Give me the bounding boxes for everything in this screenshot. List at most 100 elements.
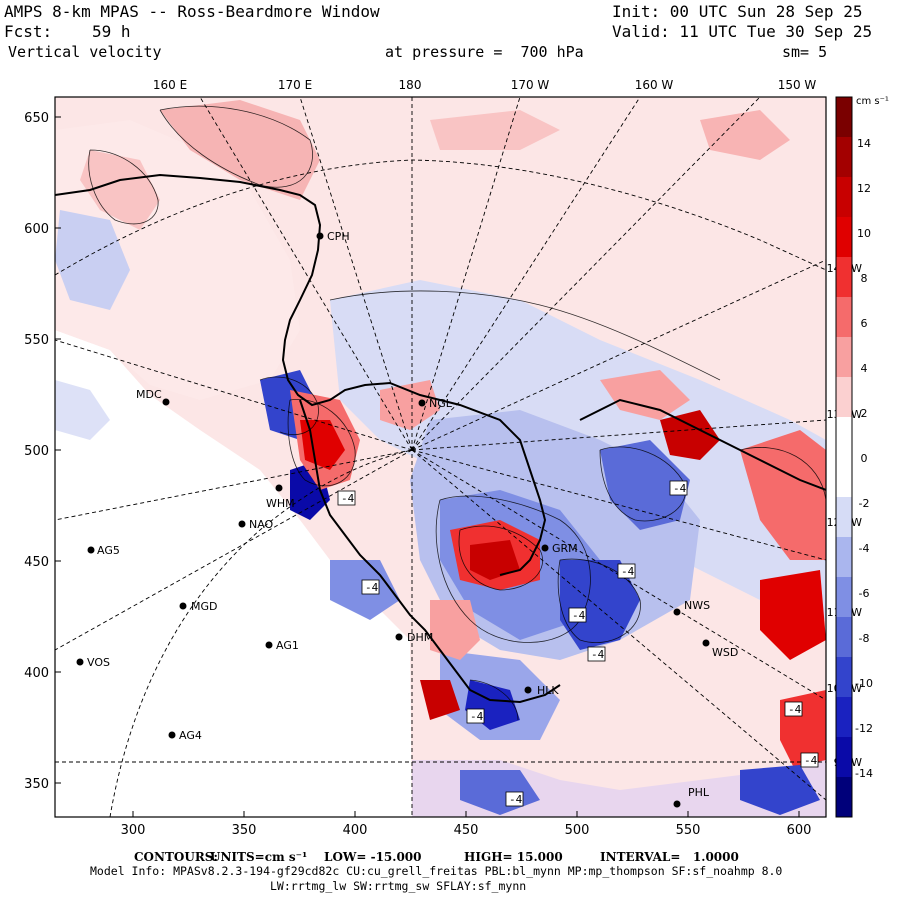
- svg-text:MGD: MGD: [191, 600, 218, 613]
- station-wsd: WSD: [702, 639, 738, 659]
- station-mgd: MGD: [179, 600, 218, 613]
- station-vos: VOS: [76, 656, 110, 669]
- station-cph: CPH: [316, 230, 350, 243]
- colorbar-segment: [836, 177, 852, 218]
- init-time: Init: 00 UTC Sun 28 Sep 25: [612, 2, 863, 21]
- svg-text:GRM: GRM: [552, 542, 578, 555]
- y-label-400: 400: [24, 666, 49, 681]
- colorbar-label: -14: [855, 767, 873, 780]
- forecast-hour: 59 h: [92, 22, 131, 41]
- forecast-label: Fcst:: [4, 22, 53, 41]
- min-label: -4: [587, 646, 606, 662]
- svg-text:-4: -4: [572, 609, 586, 622]
- svg-text:-4: -4: [365, 581, 379, 594]
- svg-text:NGL: NGL: [429, 397, 453, 410]
- colorbar-segment: [836, 777, 852, 818]
- colorbar-segment: [836, 497, 852, 538]
- footer-interval: INTERVAL= 1.0000: [600, 850, 739, 864]
- min-label: -4: [617, 563, 636, 579]
- x-label-550: 550: [676, 823, 701, 838]
- min-label: -4: [784, 701, 803, 717]
- colorbar-segment: [836, 737, 852, 778]
- svg-text:AG5: AG5: [97, 544, 120, 557]
- svg-text:-4: -4: [341, 492, 355, 505]
- colorbar-segment: [836, 697, 852, 738]
- smoothing: sm= 5: [782, 43, 828, 61]
- svg-text:-4: -4: [591, 648, 605, 661]
- svg-text:DHM: DHM: [407, 631, 433, 644]
- colorbar: [836, 97, 852, 818]
- colorbar-units: cm s⁻¹: [856, 96, 889, 107]
- colorbar-label: -4: [859, 542, 870, 555]
- colorbar-segment: [836, 537, 852, 578]
- svg-text:-4: -4: [788, 703, 802, 716]
- colorbar-segment: [836, 617, 852, 658]
- station-phl: PHL: [673, 786, 710, 808]
- colorbar-segment: [836, 417, 852, 458]
- x-label-500: 500: [565, 823, 590, 838]
- colorbar-segment: [836, 97, 852, 138]
- min-label: -4: [669, 480, 688, 496]
- lon-label-170e: 170 E: [278, 78, 312, 92]
- footer-low: LOW= -15.000: [324, 850, 422, 864]
- footer-high: HIGH= 15.000: [464, 850, 563, 864]
- station-ag1: AG1: [265, 639, 299, 652]
- station-nws: NWS: [673, 599, 710, 616]
- lon-label-160e: 160 E: [153, 78, 187, 92]
- colorbar-label: -2: [859, 497, 870, 510]
- svg-text:-4: -4: [621, 565, 635, 578]
- footer-model-info: Model Info: MPASv8.2.3-194-gf29cd82c CU:…: [90, 864, 783, 878]
- colorbar-segment: [836, 457, 852, 498]
- colorbar-label: -6: [859, 587, 870, 600]
- min-label: -4: [800, 752, 819, 768]
- station-nao: NAO: [238, 518, 274, 531]
- svg-text:-4: -4: [470, 710, 484, 723]
- y-label-350: 350: [24, 777, 49, 792]
- station-grm: GRM: [541, 542, 578, 555]
- svg-text:NWS: NWS: [684, 599, 710, 612]
- x-label-600: 600: [787, 823, 812, 838]
- min-label: -4: [361, 579, 380, 595]
- min-label: -4: [568, 607, 587, 623]
- footer-contours-label: CONTOURS:: [134, 850, 218, 864]
- lon-label-160w: 160 W: [635, 78, 674, 92]
- colorbar-segment: [836, 657, 852, 698]
- svg-text:WHM: WHM: [266, 497, 295, 510]
- station-mdc: MDC: [136, 388, 170, 406]
- colorbar-frame: [835, 96, 853, 818]
- min-label: -4: [505, 791, 524, 807]
- svg-text:AG1: AG1: [276, 639, 299, 652]
- svg-text:-4: -4: [804, 754, 818, 767]
- colorbar-label: 4: [861, 362, 868, 375]
- colorbar-label: 8: [861, 272, 868, 285]
- x-label-350: 350: [232, 823, 257, 838]
- svg-text:-4: -4: [509, 793, 523, 806]
- colorbar-label: -12: [855, 722, 873, 735]
- plot-area: [55, 97, 826, 817]
- station-ag5: AG5: [87, 544, 120, 557]
- colorbar-segment: [836, 217, 852, 258]
- colorbar-label: 14: [857, 137, 871, 150]
- svg-text:AG4: AG4: [179, 729, 202, 742]
- lon-label-180: 180: [399, 78, 422, 92]
- colorbar-label: 0: [861, 452, 868, 465]
- x-label-300: 300: [121, 823, 146, 838]
- x-label-450: 450: [454, 823, 479, 838]
- colorbar-segment: [836, 257, 852, 298]
- lon-label-170w: 170 W: [511, 78, 550, 92]
- station-dhm: DHM: [395, 631, 433, 644]
- svg-text:NAO: NAO: [249, 518, 274, 531]
- station-ngl: NGL: [418, 397, 453, 410]
- svg-text:PHL: PHL: [688, 786, 710, 799]
- svg-text:WSD: WSD: [712, 646, 738, 659]
- min-label: -4: [337, 490, 356, 506]
- svg-text:VOS: VOS: [87, 656, 110, 669]
- footer-model-info-2: LW:rrtmg_lw SW:rrtmg_sw SFLAY:sf_mynn: [270, 879, 527, 893]
- colorbar-label: -10: [855, 677, 873, 690]
- colorbar-label: 2: [861, 407, 868, 420]
- y-label-600: 600: [24, 222, 49, 237]
- x-label-400: 400: [343, 823, 368, 838]
- svg-text:CPH: CPH: [327, 230, 350, 243]
- colorbar-label: 12: [857, 182, 871, 195]
